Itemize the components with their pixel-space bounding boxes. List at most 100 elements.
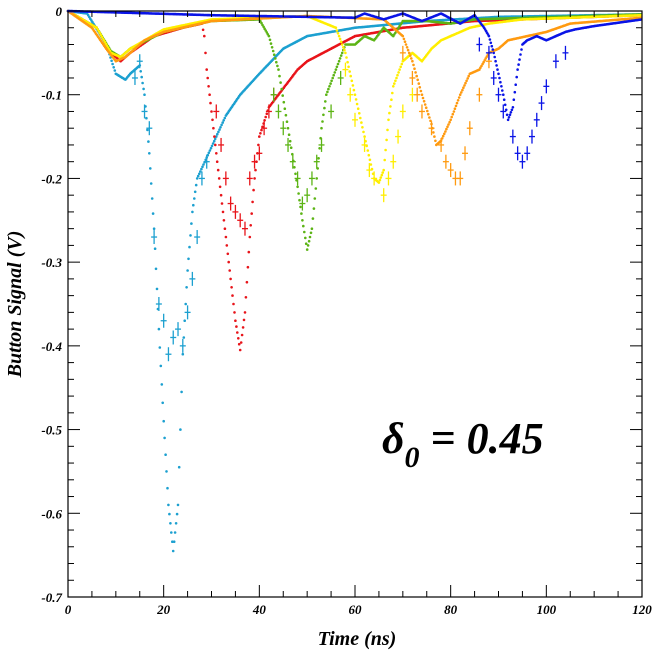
series-0-point (147, 140, 150, 143)
series-0-point (166, 486, 169, 490)
y-tick-label: -0.7 (41, 590, 62, 605)
series-0-point (193, 197, 196, 200)
series-3-point (391, 91, 394, 95)
x-tick-label: 40 (252, 602, 267, 617)
series-2-point (267, 34, 271, 38)
series-1-point (224, 235, 228, 239)
series-1-point (203, 34, 206, 38)
series-2-point (283, 107, 287, 110)
series-4-point (415, 74, 419, 78)
error-series-2 (270, 70, 344, 211)
series-3-point (381, 171, 385, 174)
series-4-point (411, 59, 414, 63)
series-2-point (294, 172, 297, 176)
series-1-point (228, 269, 231, 272)
series-4-point (422, 99, 426, 103)
series-3-point (359, 116, 362, 120)
series-0-point (188, 245, 191, 249)
series-3-point (379, 176, 383, 179)
series-3-point (344, 51, 347, 55)
series-5-point (499, 80, 502, 84)
series-4-point (454, 104, 458, 108)
series-3-point (390, 98, 393, 101)
series-3-point (340, 43, 344, 46)
series-2-point (325, 93, 328, 96)
series-5-point (487, 34, 491, 38)
series-0-point (140, 75, 143, 79)
series-3-point (354, 98, 358, 101)
series-3-point (395, 76, 398, 80)
series-2-point (324, 100, 327, 103)
series-0-point (200, 167, 203, 171)
series-0-point (152, 227, 156, 230)
series-2-point (286, 126, 290, 130)
series-0-point (222, 119, 225, 122)
series-0-point (212, 139, 216, 143)
series-4-point (421, 96, 425, 100)
series-1-point (216, 168, 220, 172)
series-0-point (171, 549, 175, 553)
series-0-point (172, 540, 176, 543)
series-0-point (164, 453, 167, 457)
series-1-point (235, 325, 238, 328)
series-0-point (196, 174, 200, 178)
series-5-point (498, 76, 501, 80)
series-0-point (186, 269, 189, 272)
series-4-point (450, 115, 454, 119)
series-2-point (310, 227, 314, 230)
series-3-point (389, 105, 392, 108)
series-0-point (109, 56, 112, 59)
series-2-point (276, 64, 279, 68)
series-0 (66, 9, 643, 553)
series-3-point (383, 158, 387, 162)
series-2-point (296, 185, 299, 189)
series-0-point (165, 470, 168, 473)
series-5-point (494, 59, 497, 63)
series-0-point (169, 522, 172, 525)
series-0-point (167, 503, 170, 507)
series-0-point (185, 286, 188, 289)
series-1-point (207, 85, 210, 88)
series-0-point (189, 234, 192, 237)
series-0-point (174, 522, 178, 525)
series-5-point (509, 111, 513, 114)
series-1-point (247, 250, 251, 254)
series-1-point (229, 277, 232, 281)
series-4-point (441, 134, 445, 138)
series-3-point (363, 135, 366, 138)
series-5-point (520, 48, 523, 51)
series-2-point (300, 212, 303, 215)
y-axis-title: Button Signal (V) (4, 231, 26, 379)
series-0-point (112, 66, 115, 69)
series-5-point (489, 41, 493, 45)
error-series-3 (342, 62, 416, 203)
series-3-point (384, 148, 387, 152)
series-3-point (338, 37, 342, 41)
series-0-point (213, 137, 217, 141)
series-2-point (284, 113, 288, 117)
series-5-point (501, 89, 504, 92)
series-3-point (349, 74, 353, 78)
series-0-point (201, 165, 204, 169)
error-series-0 (131, 54, 210, 362)
series-0-point (179, 428, 182, 431)
error-series-5 (476, 37, 569, 169)
series-1-point (259, 132, 262, 135)
series-2-point (270, 46, 274, 49)
series-3-point (393, 82, 396, 85)
series-1-point (215, 152, 218, 155)
series-5-point (518, 58, 521, 61)
series-4-point (402, 37, 406, 41)
series-4-point (460, 91, 463, 94)
delta-value: = 0.45 (420, 414, 544, 463)
series-3-point (388, 111, 391, 115)
series-0-point (143, 93, 146, 96)
series-1-point (238, 348, 242, 352)
series-2-point (301, 219, 304, 222)
series-3-point (367, 153, 371, 157)
series-4-point (464, 81, 467, 85)
series-5-point (506, 118, 510, 122)
series-4-point (414, 71, 417, 74)
series-0-point (199, 170, 202, 173)
series-0-point (160, 383, 164, 386)
